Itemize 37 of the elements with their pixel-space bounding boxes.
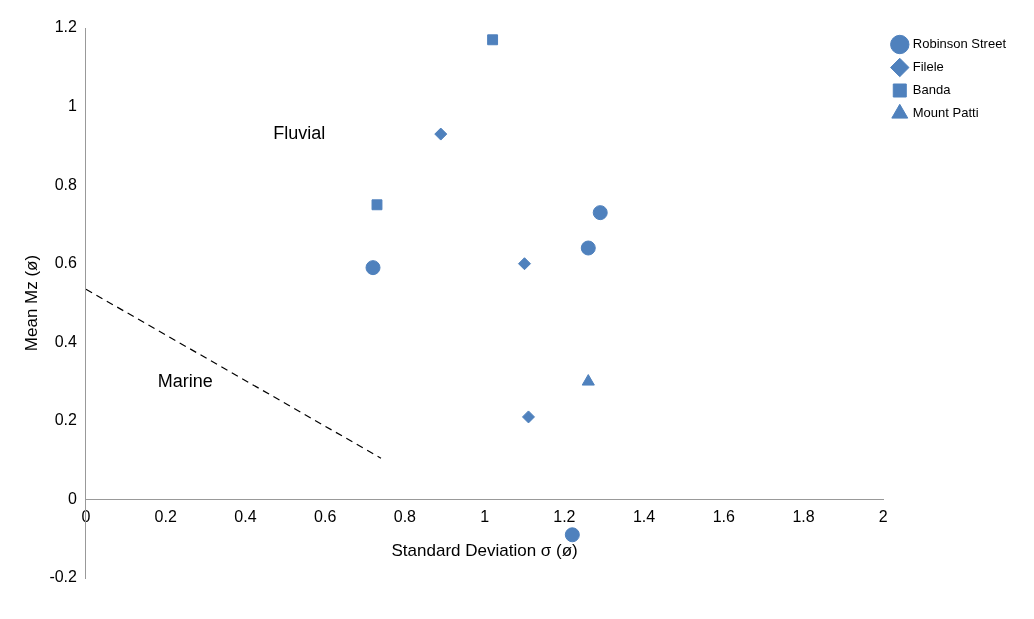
x-tick-label: 1 (480, 508, 490, 526)
point (371, 199, 383, 211)
legend-label: Filele (912, 59, 944, 75)
y-tick-label: 1.2 (54, 18, 78, 36)
point (521, 410, 535, 424)
x-tick-label: 0 (81, 508, 91, 526)
point (434, 127, 448, 141)
y-axis-title: Mean Mz (ø) (21, 254, 41, 352)
legend-label: Mount Patti (912, 105, 979, 121)
x-tick-label: 0.4 (234, 508, 257, 526)
x-tick-label: 0.6 (314, 508, 337, 526)
point (365, 260, 381, 276)
x-tick-label: 1.2 (553, 508, 576, 526)
point (487, 34, 499, 46)
y-tick-label: 0 (68, 489, 78, 507)
annotation: Fluvial (273, 123, 326, 144)
y-tick-label: 0.6 (54, 254, 78, 272)
y-tick-label: 0.8 (54, 175, 78, 193)
x-tick-label: 0.2 (154, 508, 177, 526)
x-axis-title: Standard Deviation σ (ø) (391, 540, 578, 560)
point (592, 205, 608, 221)
legend-label: Robinson Street (912, 36, 1007, 52)
point (564, 527, 580, 543)
y-tick-label: 1 (68, 96, 78, 114)
y-tick-label: 0.2 (54, 411, 78, 429)
legend-label: Banda (912, 82, 952, 98)
x-tick-label: 1.4 (632, 508, 656, 526)
x-tick-label: 1.8 (792, 508, 815, 526)
y-tick-label: -0.2 (49, 568, 78, 586)
x-tick-label: 1.6 (712, 508, 736, 526)
point (580, 240, 596, 256)
annotation: Marine (157, 370, 213, 391)
point (581, 374, 595, 386)
x-tick-label: 2 (878, 508, 888, 526)
point (517, 257, 531, 271)
x-tick-label: 0.8 (393, 508, 417, 526)
y-tick-label: 0.4 (54, 332, 78, 350)
